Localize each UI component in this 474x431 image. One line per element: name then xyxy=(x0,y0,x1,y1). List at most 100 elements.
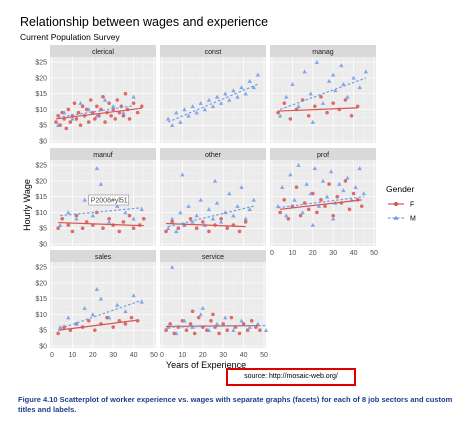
data-point-F xyxy=(347,207,352,212)
x-tick-label: 40 xyxy=(130,352,138,359)
data-point-M xyxy=(255,72,261,77)
data-point-F xyxy=(319,95,323,99)
data-point-M xyxy=(284,94,289,99)
x-tick-label: 40 xyxy=(240,352,248,359)
strip-other xyxy=(160,148,266,160)
data-point-F xyxy=(135,110,140,115)
data-point-F xyxy=(62,325,67,329)
data-point-F xyxy=(243,220,248,224)
data-point-M xyxy=(333,88,338,93)
data-point-F xyxy=(164,229,168,234)
data-point-F xyxy=(107,216,111,221)
data-point-M xyxy=(218,100,224,105)
trend-line-M xyxy=(167,205,254,228)
data-point-F xyxy=(115,98,120,102)
data-point-M xyxy=(227,191,232,196)
data-point-F xyxy=(327,182,331,186)
data-point-F xyxy=(86,318,91,323)
x-tick-label: 0 xyxy=(270,250,274,257)
data-point-F xyxy=(237,331,242,336)
data-point-M xyxy=(123,210,128,215)
x-tick-label: 50 xyxy=(150,352,158,359)
data-point-M xyxy=(341,82,346,86)
data-point-M xyxy=(86,107,91,112)
data-point-F xyxy=(74,117,79,121)
data-point-M xyxy=(243,216,248,221)
strip-service xyxy=(160,250,266,262)
data-point-F xyxy=(359,204,364,208)
data-point-M xyxy=(239,185,244,189)
data-point-F xyxy=(294,185,299,190)
strip-label: prof xyxy=(317,152,329,159)
strip-label: service xyxy=(202,254,224,261)
trend-line-F xyxy=(280,199,362,210)
data-point-F xyxy=(80,104,85,109)
data-point-M xyxy=(74,321,79,326)
data-point-M xyxy=(308,91,313,96)
data-point-M xyxy=(345,94,350,99)
data-point-M xyxy=(98,181,104,186)
data-point-F xyxy=(84,220,89,224)
chart-subtitle: Current Population Survey xyxy=(20,32,120,42)
facet-panel-sales: sales $0 $5 $10 $15 $20 $25 0 10 20 30 40 50 xyxy=(35,250,158,359)
data-point-M xyxy=(235,94,240,99)
source-text: source: http://mosaic-web.org/ xyxy=(244,373,338,380)
data-point-M xyxy=(288,172,293,177)
data-point-M xyxy=(190,219,195,224)
data-point-F xyxy=(245,328,250,333)
data-point-F xyxy=(60,216,64,221)
data-point-M xyxy=(214,200,220,205)
data-point-M xyxy=(247,207,252,212)
strip-prof xyxy=(270,148,376,160)
strip-const xyxy=(160,45,266,57)
data-point-F xyxy=(72,101,77,105)
data-point-M xyxy=(223,315,228,320)
facet-panel-prof: prof 0 10 20 30 40 50 xyxy=(270,148,378,257)
data-point-F xyxy=(282,101,287,105)
data-point-M xyxy=(182,318,187,323)
data-point-F xyxy=(221,322,225,326)
data-point-F xyxy=(95,104,99,109)
data-point-M xyxy=(218,219,224,224)
data-point-M xyxy=(206,207,212,212)
facet-panel-manuf: manuf $0 $5 $10 $15 $20 $25 P2008#yl51 xyxy=(35,148,156,249)
data-point-F xyxy=(323,204,327,208)
data-point-F xyxy=(88,98,93,102)
x-tick-label: 0 xyxy=(160,352,164,359)
data-point-M xyxy=(247,78,252,83)
data-point-F xyxy=(129,315,134,320)
data-point-M xyxy=(353,185,358,189)
data-point-F xyxy=(123,322,128,326)
data-point-F xyxy=(188,216,193,221)
data-point-F xyxy=(66,223,71,227)
data-point-M xyxy=(331,72,336,77)
strip-label: sales xyxy=(95,254,112,261)
data-point-F xyxy=(121,113,126,118)
data-point-M xyxy=(341,188,346,193)
strip-label: const xyxy=(205,49,222,56)
facet-panel-const: const xyxy=(160,45,266,143)
data-point-M xyxy=(66,210,71,215)
data-point-M xyxy=(94,113,100,118)
data-point-F xyxy=(313,104,317,109)
data-point-M xyxy=(310,222,315,227)
data-point-F xyxy=(225,226,230,231)
data-point-M xyxy=(111,104,116,109)
data-point-M xyxy=(170,123,175,127)
facet-panel-other: other xyxy=(160,148,266,246)
data-point-M xyxy=(182,107,187,112)
data-point-F xyxy=(315,210,319,215)
y-axis-label: Hourly Wage xyxy=(22,179,32,231)
data-point-F xyxy=(190,309,195,314)
data-point-F xyxy=(237,229,242,234)
data-point-F xyxy=(194,226,199,231)
data-point-M xyxy=(82,305,87,310)
x-tick-label: 40 xyxy=(350,250,358,257)
data-point-M xyxy=(231,88,236,93)
data-point-M xyxy=(328,169,334,174)
data-point-M xyxy=(94,287,100,291)
trend-line-F xyxy=(58,319,138,331)
annotation-text: P2008#yl51 xyxy=(91,198,128,205)
data-point-F xyxy=(192,331,197,336)
data-point-F xyxy=(127,117,132,121)
